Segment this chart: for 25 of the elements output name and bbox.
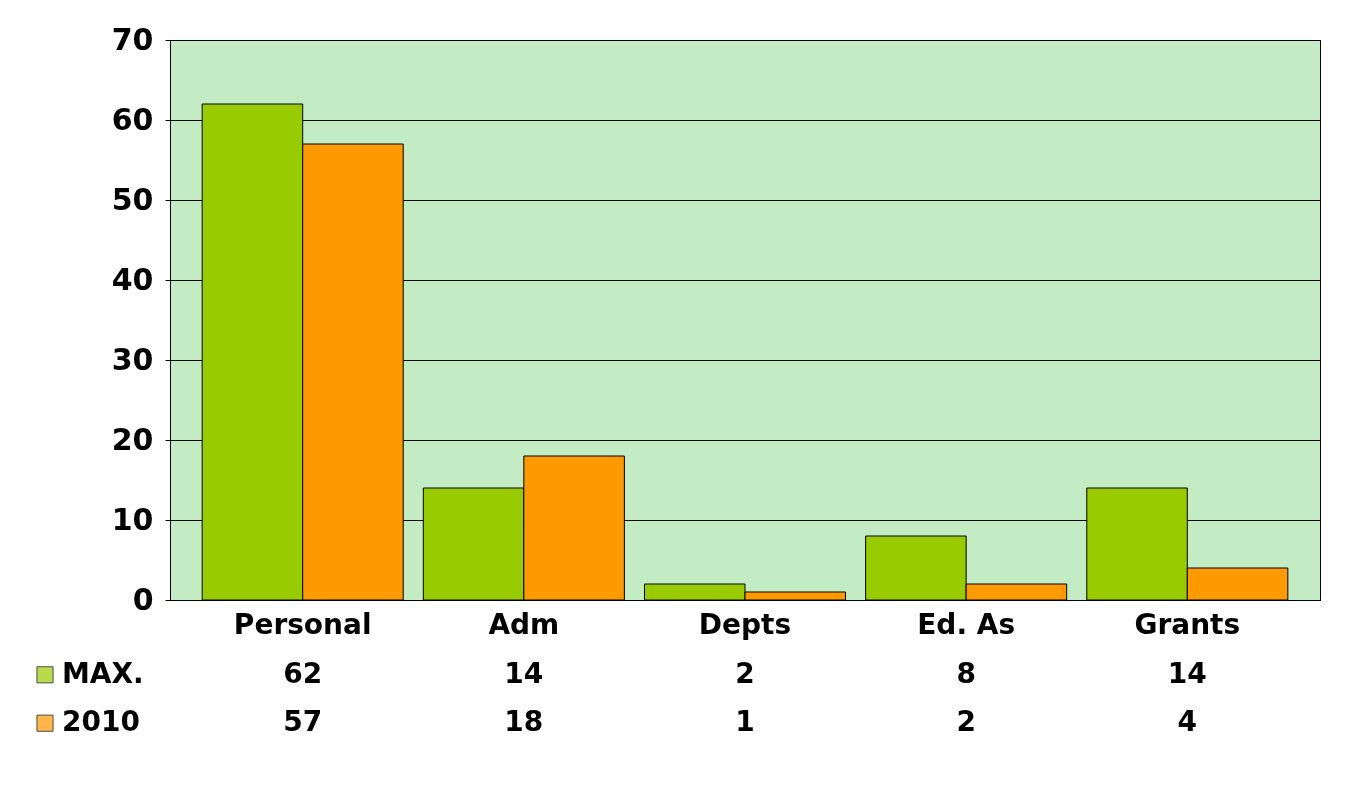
- legend-label: 2010: [62, 705, 140, 739]
- data-label: 62: [283, 656, 323, 690]
- x-tick-label: Ed. As: [917, 608, 1016, 642]
- y-tick-label: 10: [111, 501, 154, 537]
- data-label: 1: [735, 705, 755, 739]
- y-tick-label: 30: [111, 341, 154, 377]
- y-tick-label: 50: [111, 181, 154, 217]
- data-label: 2: [956, 705, 976, 739]
- x-tick-label: Adm: [488, 608, 560, 642]
- data-label: 14: [1167, 656, 1207, 690]
- data-label: 14: [504, 656, 544, 690]
- data-label: 8: [956, 656, 976, 690]
- data-label: 2: [735, 656, 755, 690]
- x-tick-label: Grants: [1134, 608, 1241, 642]
- x-tick-label: Personal: [233, 608, 372, 642]
- legend-label: MAX.: [62, 656, 144, 690]
- y-tick-label: 60: [111, 101, 154, 137]
- data-label: 57: [283, 705, 323, 739]
- y-tick-label: 70: [111, 21, 154, 57]
- x-tick-label: Depts: [698, 608, 792, 642]
- y-tick-label: 40: [111, 261, 154, 297]
- data-label: 4: [1177, 705, 1198, 739]
- y-tick-label: 0: [132, 581, 154, 617]
- y-tick-label: 20: [111, 421, 154, 457]
- data-label: 18: [504, 705, 544, 739]
